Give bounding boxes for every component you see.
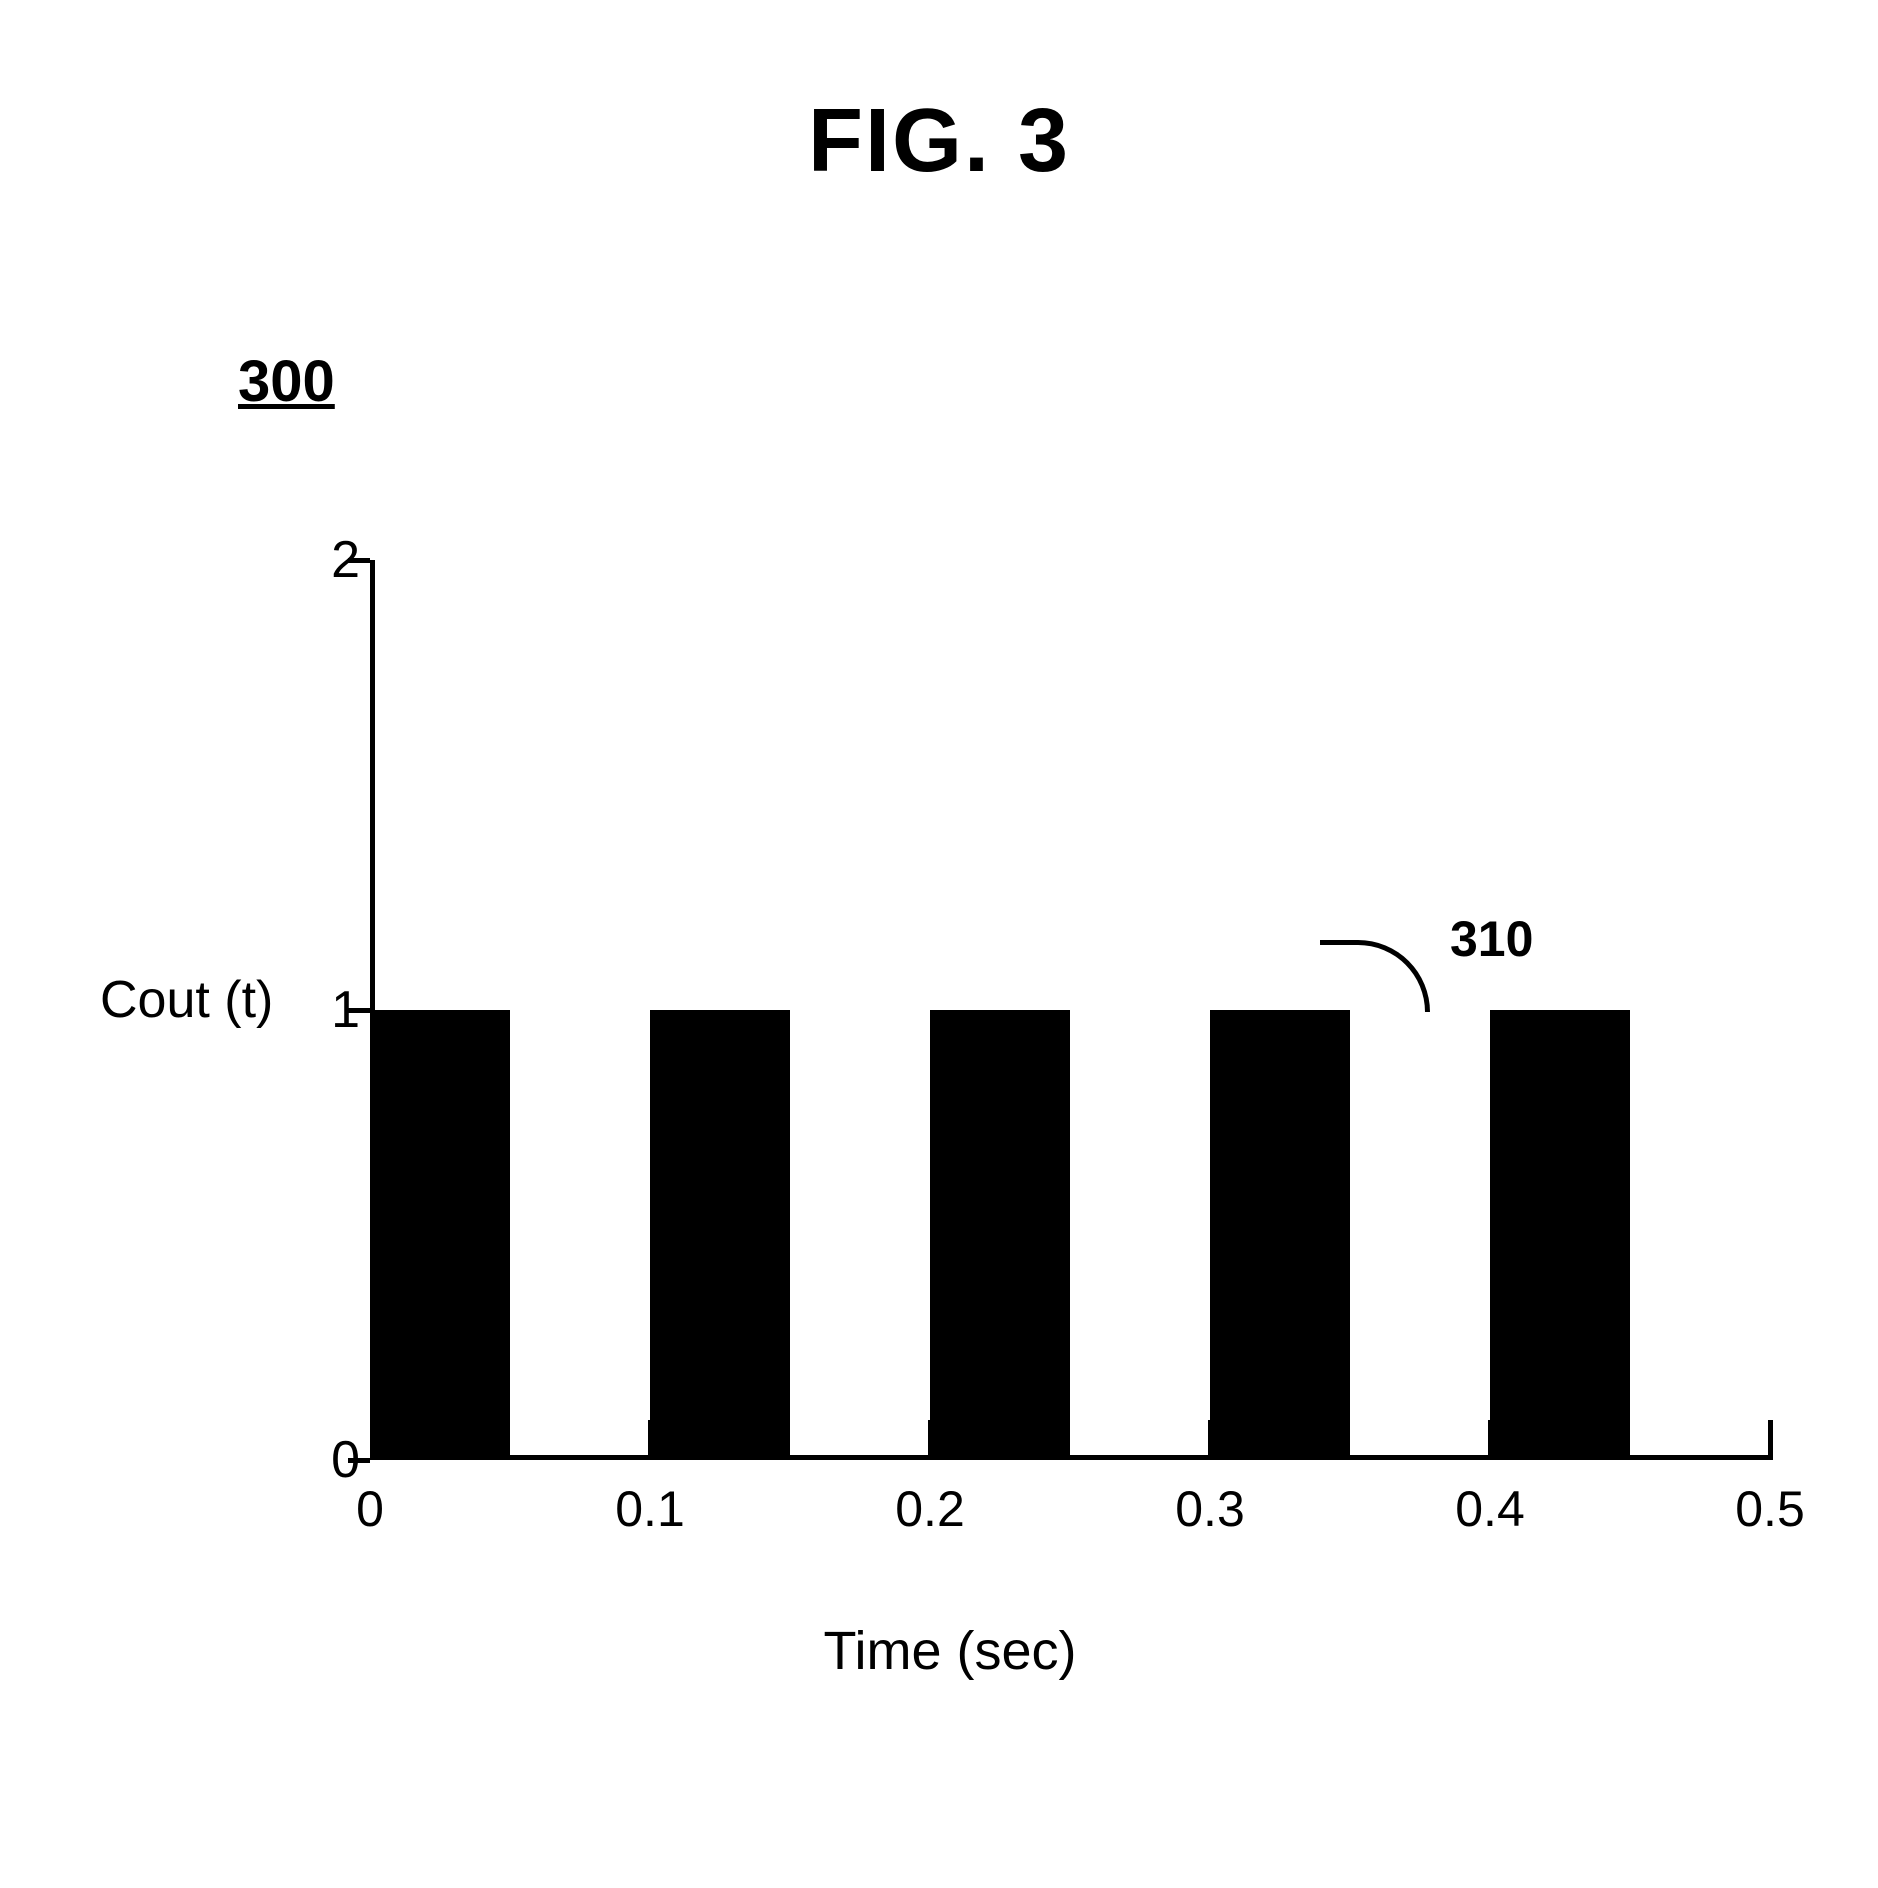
bar [1210,1010,1350,1455]
x-tick-label: 0.4 [1455,1480,1525,1538]
figure-title: FIG. 3 [808,90,1070,193]
x-tick [1768,1420,1773,1460]
y-axis-label: Cout (t) [100,970,273,1030]
callout-label: 310 [1450,910,1533,968]
x-axis [370,1455,1770,1460]
y-tick-label: 1 [331,980,360,1040]
y-tick-label: 2 [331,530,360,590]
x-tick-label: 0 [356,1480,384,1538]
x-tick-label: 0.3 [1175,1480,1245,1538]
plot-area: 310 [370,560,1770,1460]
x-axis-label: Time (sec) [824,1620,1077,1682]
bar [930,1010,1070,1455]
bar [1490,1010,1630,1455]
chart: Cout (t) 310 Time (sec) 01200.10.20.30.4… [100,560,1800,1560]
callout-line [1320,940,1430,1012]
x-tick-label: 0.1 [615,1480,685,1538]
bar [375,1010,510,1455]
x-tick-label: 0.5 [1735,1480,1805,1538]
bar [650,1010,790,1455]
figure-ref: 300 [238,348,335,415]
x-tick-label: 0.2 [895,1480,965,1538]
